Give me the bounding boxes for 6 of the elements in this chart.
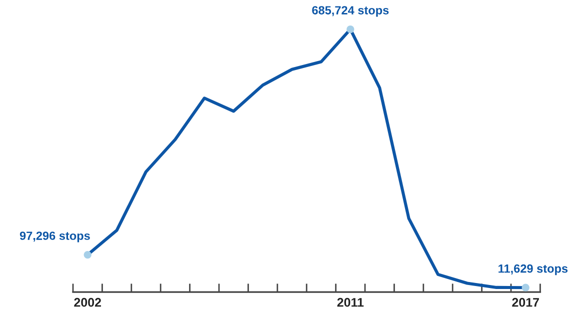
data-label: 97,296 stops [20, 232, 90, 242]
x-tick-label: 2002 [74, 298, 102, 307]
data-label: 11,629 stops [498, 264, 568, 276]
x-tick-label: 2011 [337, 298, 364, 307]
data-label: 685,724 stops [312, 6, 389, 17]
x-tick-label: 2017 [512, 298, 539, 307]
